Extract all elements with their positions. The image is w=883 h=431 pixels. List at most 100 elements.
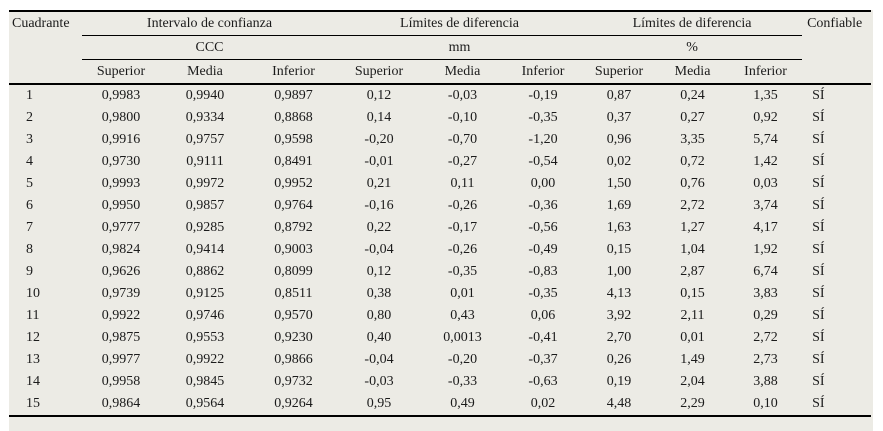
pct-superior-cell: 1,50 [606, 176, 632, 191]
subheader-pct-superior: Superior [582, 59, 657, 85]
pct-inferior-cell: 0,03 [753, 176, 778, 191]
ccc-superior-cell: 0,9777 [101, 220, 141, 235]
cuadrante-cell: 1 [26, 88, 33, 103]
cuadrante-cell: 8 [26, 242, 33, 257]
mm-media-cell: -0,03 [447, 88, 478, 103]
ccc-superior-cell: 0,9983 [101, 88, 141, 103]
confiable-cell: SÍ [812, 176, 825, 191]
ccc-media-cell: 0,9334 [185, 110, 225, 125]
ccc-superior-cell: 0,9922 [101, 308, 141, 323]
mm-inferior-cell: -0,63 [528, 374, 558, 389]
group-header-limites-diferencia-pct: Límites de diferencia [582, 11, 803, 36]
ccc-inferior-cell: 0,9897 [274, 88, 313, 103]
col-header-confiable: Confiable [802, 11, 872, 85]
pct-superior-cell: 0,37 [606, 110, 632, 125]
confiable-cell: SÍ [812, 88, 825, 103]
subheader-ccc-inferior: Inferior [250, 59, 337, 85]
pct-inferior-cell: 2,72 [753, 330, 778, 345]
mm-media-cell: -0,27 [447, 154, 478, 169]
subheader-mm-media: Media [421, 59, 504, 85]
ccc-media-cell: 0,9857 [185, 198, 225, 213]
ccc-superior-cell: 0,9916 [101, 132, 141, 147]
ccc-inferior-cell: 0,9598 [274, 132, 313, 147]
mm-superior-cell: -0,16 [364, 198, 394, 213]
pct-inferior-cell: 0,92 [753, 110, 778, 125]
mm-superior-cell: 0,12 [366, 88, 392, 103]
subheader-mm-inferior: Inferior [504, 59, 583, 85]
table-row: 7 0,9777 0,9285 0,8792 0,22 -0,17 -0,56 1,63 1,2… [9, 217, 871, 239]
pct-superior-cell: 4,13 [606, 286, 632, 301]
cuadrante-cell: 2 [26, 110, 33, 125]
pct-superior-cell: 1,63 [606, 220, 632, 235]
mm-superior-cell: 0,80 [366, 308, 392, 323]
ccc-inferior-cell: 0,8792 [274, 220, 313, 235]
table-row: 8 0,9824 0,9414 0,9003 -0,04 -0,26 -0,49 0,15 1,… [9, 239, 871, 261]
subheader-pct-inferior: Inferior [729, 59, 803, 85]
subheader-mm-superior: Superior [337, 59, 421, 85]
pct-media-cell: 2,29 [680, 396, 705, 411]
ccc-media-cell: 0,9111 [186, 154, 224, 169]
mm-media-cell: -0,26 [447, 242, 478, 257]
pct-superior-cell: 0,15 [606, 242, 632, 257]
mm-inferior-cell: 0,02 [530, 396, 556, 411]
cuadrante-cell: 4 [26, 154, 33, 169]
mm-media-cell: -0,70 [447, 132, 478, 147]
pct-inferior-cell: 5,74 [753, 132, 778, 147]
ccc-inferior-cell: 0,9764 [274, 198, 313, 213]
cuadrante-cell: 10 [26, 286, 40, 301]
pct-inferior-cell: 3,83 [753, 286, 778, 301]
mm-inferior-cell: -0,54 [528, 154, 558, 169]
confiable-cell: SÍ [812, 132, 825, 147]
mm-media-cell: -0,33 [447, 374, 478, 389]
unit-header-pct: % [582, 35, 803, 60]
ccc-superior-cell: 0,9977 [101, 352, 141, 367]
table-row: 13 0,9977 0,9922 0,9866 -0,04 -0,20 -0,37 0,26 1… [9, 349, 871, 371]
ccc-superior-cell: 0,9626 [101, 264, 141, 279]
mm-superior-cell: 0,12 [366, 264, 392, 279]
header-row-subheaders: Superior Media Inferior Superior Media I… [9, 59, 871, 85]
pct-superior-cell: 3,92 [606, 308, 632, 323]
pct-inferior-cell: 1,35 [753, 88, 778, 103]
mm-inferior-cell: -0,35 [528, 286, 558, 301]
table-row: 6 0,9950 0,9857 0,9764 -0,16 -0,26 -0,36 1,69 2,… [9, 195, 871, 217]
table-row: 3 0,9916 0,9757 0,9598 -0,20 -0,70 -1,20 0,96 3,… [9, 129, 871, 151]
mm-superior-cell: 0,22 [366, 220, 392, 235]
ccc-inferior-cell: 0,9230 [274, 330, 313, 345]
confiable-cell: SÍ [812, 110, 825, 125]
cuadrante-cell: 6 [26, 198, 33, 213]
header-row-units: CCC mm % [9, 35, 871, 60]
pct-media-cell: 1,49 [680, 352, 705, 367]
table-row: 14 0,9958 0,9845 0,9732 -0,03 -0,33 -0,63 0,19 2… [9, 371, 871, 393]
pct-superior-cell: 0,87 [606, 88, 632, 103]
mm-superior-cell: -0,03 [364, 374, 394, 389]
pct-inferior-cell: 0,10 [753, 396, 778, 411]
ccc-superior-cell: 0,9824 [101, 242, 141, 257]
ccc-media-cell: 0,9285 [185, 220, 225, 235]
pct-inferior-cell: 4,17 [753, 220, 778, 235]
mm-media-cell: 0,01 [450, 286, 475, 301]
cuadrante-cell: 13 [26, 352, 40, 367]
ccc-inferior-cell: 0,9866 [274, 352, 313, 367]
mm-media-cell: 0,43 [450, 308, 475, 323]
cuadrante-cell: 3 [26, 132, 33, 147]
pct-media-cell: 2,11 [680, 308, 705, 323]
ccc-inferior-cell: 0,9570 [274, 308, 313, 323]
mm-superior-cell: 0,38 [366, 286, 392, 301]
pct-superior-cell: 0,26 [606, 352, 632, 367]
confiable-cell: SÍ [812, 264, 825, 279]
pct-media-cell: 1,27 [680, 220, 705, 235]
confiable-cell: SÍ [812, 286, 825, 301]
confiable-cell: SÍ [812, 330, 825, 345]
unit-header-ccc: CCC [82, 35, 337, 60]
ccc-media-cell: 0,9125 [185, 286, 225, 301]
pct-superior-cell: 1,69 [606, 198, 632, 213]
ccc-superior-cell: 0,9875 [101, 330, 141, 345]
header-row-groups: Cuadrante Intervalo de confianza Límites… [9, 11, 872, 85]
mm-superior-cell: 0,21 [366, 176, 392, 191]
unit-header-mm: mm [337, 35, 583, 60]
ccc-inferior-cell: 0,9952 [274, 176, 313, 191]
pct-media-cell: 0,01 [680, 330, 705, 345]
mm-inferior-cell: -1,20 [528, 132, 558, 147]
ccc-superior-cell: 0,9864 [101, 396, 141, 411]
pct-superior-cell: 1,00 [606, 264, 632, 279]
